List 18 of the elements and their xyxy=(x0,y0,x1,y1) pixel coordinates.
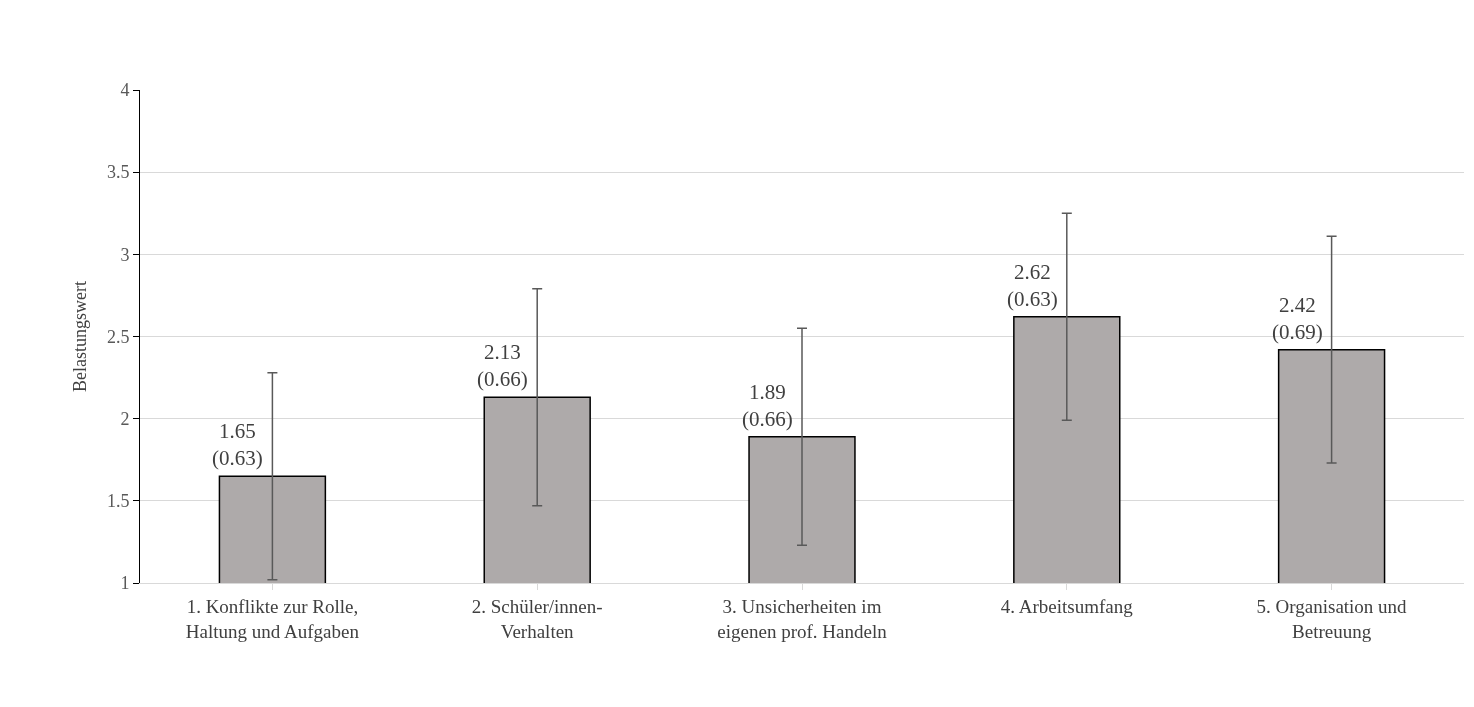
x-tick-label: 3. Unsicherheiten im eigenen prof. Handeln xyxy=(717,595,888,642)
data-label: 2.42 (0.69) xyxy=(1272,293,1323,345)
y-tick-label: 2.5 xyxy=(106,326,130,347)
y-tick-label: 1.5 xyxy=(106,491,130,512)
y-tick-label: 3.5 xyxy=(106,162,130,183)
y-tick-label: 2 xyxy=(120,408,130,429)
x-tick-label: 1. Konflikte zur Rolle, Haltung und Aufgaben xyxy=(185,595,360,642)
y-tick-label: 1 xyxy=(120,573,130,594)
x-tick-label: 2. Schüler/innen- Verhalten xyxy=(471,595,603,642)
data-label: 2.13 (0.66) xyxy=(477,340,528,392)
data-label: 2.62 (0.63) xyxy=(1007,260,1058,312)
y-axis-title: Belastungswert xyxy=(70,281,91,392)
y-tick-label: 4 xyxy=(120,80,130,101)
x-tick-label: 5. Organisation und Betreuung xyxy=(1256,595,1408,642)
data-label: 1.89 (0.66) xyxy=(742,380,793,432)
data-label: 1.65 (0.63) xyxy=(212,419,263,471)
y-tick-label: 3 xyxy=(120,244,130,265)
x-tick-label: 4. Arbeitsumfang xyxy=(1000,595,1134,617)
